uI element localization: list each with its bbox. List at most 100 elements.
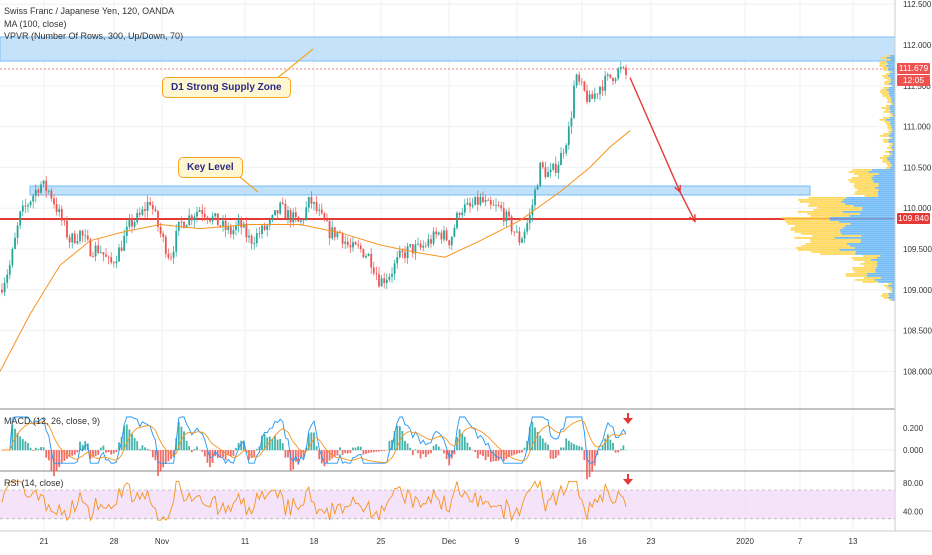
volume-profile-bar-down [854, 173, 878, 175]
macd-histogram-bar [425, 450, 427, 457]
volume-profile-bar-down [888, 125, 892, 127]
volume-profile-bar-down [883, 139, 889, 141]
volume-profile-bar-up [889, 141, 895, 143]
volume-profile-bar-up [875, 187, 895, 189]
macd-histogram-bar [235, 448, 237, 450]
candle-body [272, 215, 274, 220]
candle-body [552, 164, 554, 170]
candle-body [139, 213, 141, 215]
candle-body [108, 257, 110, 258]
candle-body [259, 233, 261, 234]
volume-profile-bar-down [884, 141, 889, 143]
macd-histogram-bar [285, 450, 287, 458]
time-tick-label: 16 [578, 537, 587, 546]
volume-profile-bar-up [877, 257, 895, 259]
macd-histogram-bar [144, 447, 146, 450]
volume-profile-bar-down [884, 297, 889, 299]
candle-body [48, 191, 50, 192]
candle-body [394, 263, 396, 273]
candle-body [17, 225, 19, 237]
candle-body [573, 86, 575, 118]
volume-profile-bar-up [891, 81, 895, 83]
supply-zone-callout[interactable]: D1 Strong Supply Zone [162, 77, 291, 98]
volume-profile-bar-down [883, 161, 890, 163]
candle-body [118, 247, 120, 261]
volume-profile-bar-up [850, 245, 895, 247]
macd-histogram-bar [620, 449, 622, 450]
volume-profile-bar-down [886, 73, 890, 75]
candle-body [443, 230, 445, 239]
macd-histogram-bar [461, 433, 463, 450]
macd-histogram-bar [565, 438, 567, 450]
volume-profile-bar-up [890, 121, 895, 123]
macd-histogram-bar [277, 440, 279, 451]
macd-histogram-bar [373, 450, 375, 452]
volume-profile-bar-up [891, 79, 895, 81]
volume-profile-bar-down [809, 203, 845, 205]
macd-histogram-bar [27, 443, 29, 450]
candle-body [454, 228, 456, 237]
macd-tick-label: 0.200 [903, 424, 924, 433]
macd-histogram-bar [604, 438, 606, 450]
candle-body [490, 200, 492, 205]
candle-body [287, 210, 289, 218]
candle-body [92, 256, 94, 257]
macd-histogram-bar [339, 447, 341, 450]
candle-body [604, 76, 606, 91]
volume-profile-bar-up [839, 221, 895, 223]
candle-body [451, 237, 453, 245]
macd-histogram-bar [186, 441, 188, 451]
volume-profile-bar-down [796, 247, 855, 249]
candle-body [610, 74, 612, 77]
volume-profile-bar-up [888, 159, 895, 161]
volume-profile-bar-down [884, 81, 890, 83]
volume-profile-bar-down [887, 79, 890, 81]
macd-histogram-bar [430, 450, 432, 453]
macd-histogram-bar [584, 450, 586, 460]
macd-histogram-bar [578, 446, 580, 450]
price-tick-label: 109.500 [903, 245, 932, 254]
candle-body [381, 278, 383, 286]
macd-histogram-bar [615, 450, 617, 453]
candle-body [12, 249, 14, 265]
volume-profile-bar-down [853, 267, 876, 269]
macd-histogram-bar [443, 450, 445, 453]
macd-histogram-bar [56, 450, 58, 471]
macd-tick-label: 0.000 [903, 446, 924, 455]
price-tick-label: 108.000 [903, 367, 932, 376]
volume-profile-bar-down [883, 155, 890, 157]
candle-body [305, 207, 307, 219]
macd-histogram-bar [420, 450, 422, 459]
candle-body [441, 233, 443, 240]
candle-body [14, 238, 16, 249]
macd-histogram-bar [402, 431, 404, 450]
macd-histogram-bar [464, 437, 466, 451]
volume-profile-bar-up [878, 195, 895, 197]
macd-histogram-bar [576, 445, 578, 450]
macd-histogram-bar [126, 424, 128, 450]
macd-histogram-bar [74, 450, 76, 455]
candle-body [240, 220, 242, 227]
macd-histogram-bar [134, 438, 136, 450]
candle-body [402, 251, 404, 253]
key-level-callout[interactable]: Key Level [178, 157, 243, 178]
candle-body [396, 257, 398, 263]
volume-profile-bar-up [871, 177, 895, 179]
macd-histogram-bar [482, 450, 484, 456]
candle-body [318, 210, 320, 211]
volume-profile-bar-down [887, 127, 891, 129]
candle-body [399, 251, 401, 257]
volume-profile-bar-down [890, 143, 893, 145]
volume-profile-bar-up [845, 203, 895, 205]
time-tick-label: 23 [647, 537, 656, 546]
volume-profile-bar-up [875, 271, 895, 273]
candle-body [274, 210, 276, 215]
volume-profile-bar-down [887, 287, 892, 289]
candle-body [69, 237, 71, 242]
volume-profile-bar-down [883, 111, 890, 113]
macd-histogram-bar [19, 436, 21, 450]
macd-histogram-bar [438, 447, 440, 451]
candle-body [40, 184, 42, 192]
volume-profile-bar-down [884, 83, 888, 85]
